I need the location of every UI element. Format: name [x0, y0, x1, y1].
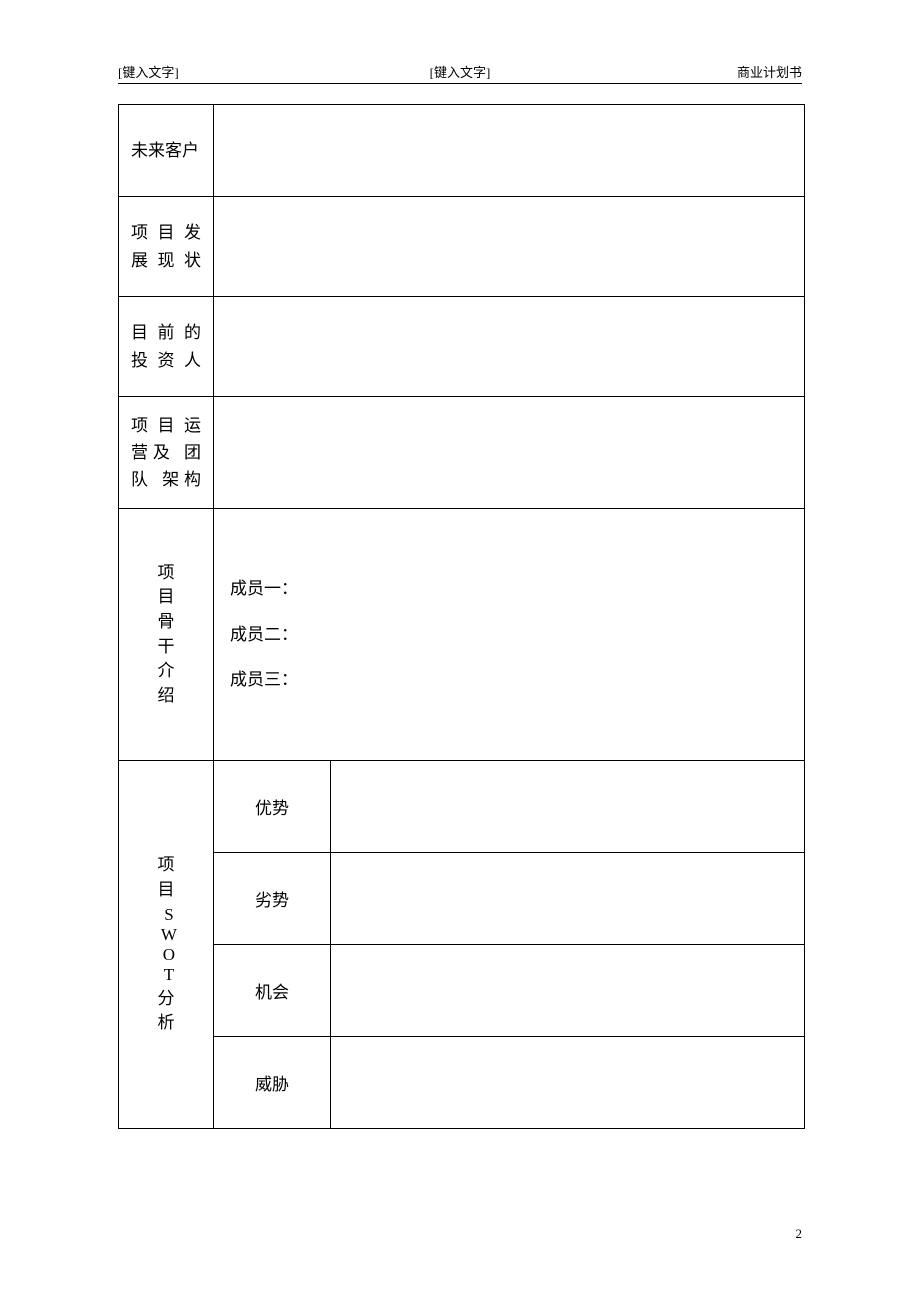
label-opportunity: 机会 [214, 945, 331, 1037]
row-swot-opportunity: 机会 [119, 945, 805, 1037]
value-backbone-members[interactable]: 成员一： 成员二： 成员三： [214, 509, 805, 761]
row-ops-team: 项 目 运 营及 团 队 架构 [119, 397, 805, 509]
row-investors: 目 前 的 投资人 [119, 297, 805, 397]
header-right-title: 商业计划书 [737, 62, 802, 81]
value-strength[interactable] [331, 761, 805, 853]
business-plan-table: 未来客户 项 目 发 展现状 目 前 的 投资人 项 目 运 营及 团 队 架构… [118, 104, 805, 1129]
label-ops-team: 项 目 运 营及 团 队 架构 [119, 397, 214, 509]
member-1: 成员一： [230, 577, 788, 601]
header-center-placeholder: [键入文字] [430, 62, 491, 81]
swot-post: 分析 [157, 989, 174, 1033]
value-threat[interactable] [331, 1037, 805, 1129]
member-2: 成员二： [230, 623, 788, 647]
value-future-customers[interactable] [214, 105, 805, 197]
label-swot: 项目 SWOT 分析 [119, 761, 214, 1129]
label-investors: 目 前 的 投资人 [119, 297, 214, 397]
label-threat: 威胁 [214, 1037, 331, 1129]
row-dev-status: 项 目 发 展现状 [119, 197, 805, 297]
label-backbone-text: 项目骨干介绍 [156, 561, 176, 709]
label-strength: 优势 [214, 761, 331, 853]
value-weakness[interactable] [331, 853, 805, 945]
label-dev-status: 项 目 发 展现状 [119, 197, 214, 297]
label-weakness: 劣势 [214, 853, 331, 945]
value-ops-team[interactable] [214, 397, 805, 509]
row-swot-threat: 威胁 [119, 1037, 805, 1129]
page-number: 2 [796, 1226, 803, 1242]
value-dev-status[interactable] [214, 197, 805, 297]
row-swot-weakness: 劣势 [119, 853, 805, 945]
label-future-customers: 未来客户 [119, 105, 214, 197]
swot-mid: SWOT [156, 905, 181, 985]
row-backbone: 项目骨干介绍 成员一： 成员二： 成员三： [119, 509, 805, 761]
value-opportunity[interactable] [331, 945, 805, 1037]
page-header: [键入文字] [键入文字] 商业计划书 [118, 62, 802, 84]
member-3: 成员三： [230, 668, 788, 692]
label-backbone: 项目骨干介绍 [119, 509, 214, 761]
header-left-placeholder: [键入文字] [118, 62, 179, 81]
row-future-customers: 未来客户 [119, 105, 805, 197]
value-investors[interactable] [214, 297, 805, 397]
swot-pre: 项目 [157, 855, 174, 899]
label-swot-text: 项目SWOT分析 [156, 853, 176, 1036]
row-swot-strength: 项目SWOT分析 优势 [119, 761, 805, 853]
